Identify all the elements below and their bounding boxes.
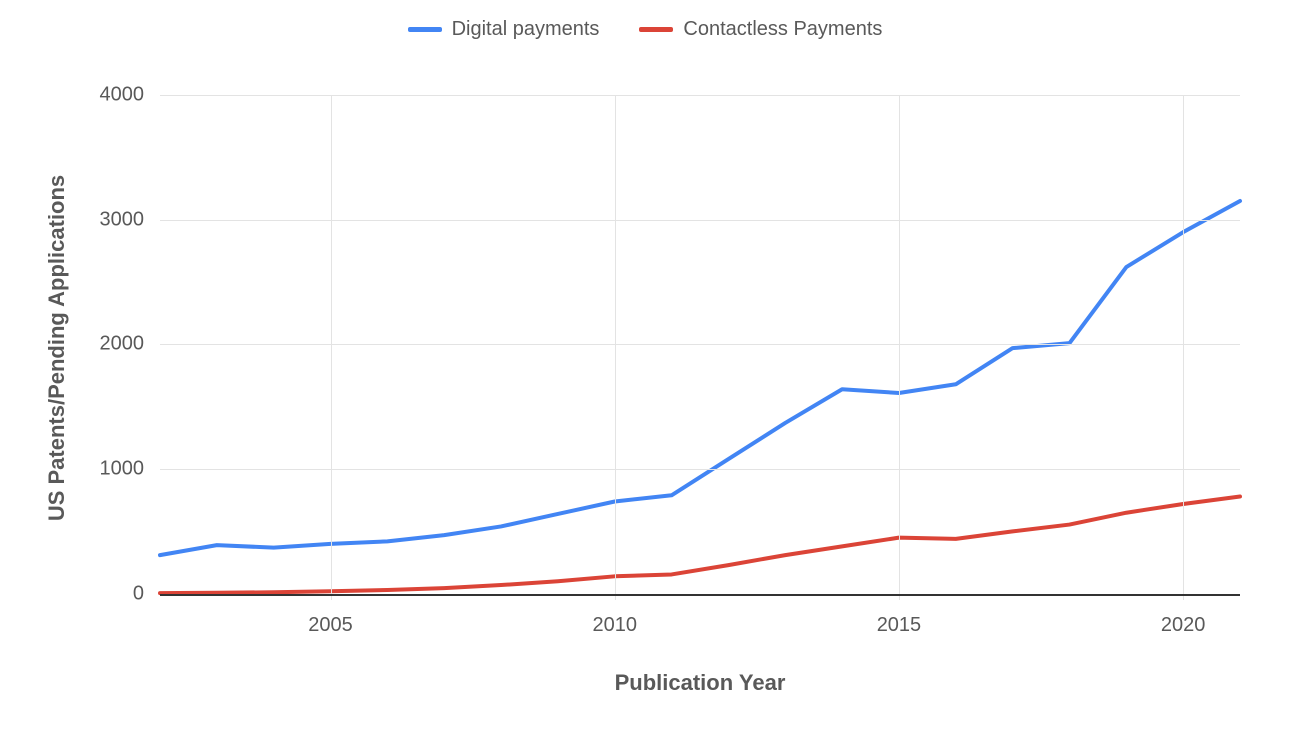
gridline-vertical — [331, 95, 332, 600]
axis-baseline — [160, 594, 1240, 596]
gridline-horizontal — [160, 220, 1240, 221]
legend-item-digital-payments: Digital payments — [408, 18, 600, 41]
y-tick-label: 1000 — [100, 458, 145, 481]
x-tick-label: 2020 — [1161, 614, 1206, 637]
series-line — [160, 201, 1240, 555]
y-axis-title: US Patents/Pending Applications — [44, 174, 70, 520]
legend-swatch-digital-payments — [408, 27, 442, 32]
gridline-horizontal — [160, 344, 1240, 345]
legend: Digital payments Contactless Payments — [0, 18, 1290, 41]
legend-label-digital-payments: Digital payments — [452, 18, 600, 41]
gridline-vertical — [1183, 95, 1184, 600]
legend-label-contactless-payments: Contactless Payments — [683, 18, 882, 41]
y-tick-label: 3000 — [100, 208, 145, 231]
series-lines-layer — [160, 95, 1240, 600]
gridline-horizontal — [160, 469, 1240, 470]
x-tick-label: 2010 — [592, 614, 637, 637]
gridline-vertical — [615, 95, 616, 600]
y-tick-label: 2000 — [100, 333, 145, 356]
plot-area: 200520102015202001000200030004000 — [160, 95, 1240, 600]
y-tick-label: 4000 — [100, 84, 145, 107]
gridline-horizontal — [160, 95, 1240, 96]
legend-swatch-contactless-payments — [639, 27, 673, 32]
chart-container: Digital payments Contactless Payments 20… — [0, 0, 1290, 742]
y-tick-label: 0 — [133, 582, 144, 605]
x-axis-title: Publication Year — [615, 670, 786, 696]
x-tick-label: 2005 — [308, 614, 353, 637]
gridline-vertical — [899, 95, 900, 600]
x-tick-label: 2015 — [877, 614, 922, 637]
legend-item-contactless-payments: Contactless Payments — [639, 18, 882, 41]
